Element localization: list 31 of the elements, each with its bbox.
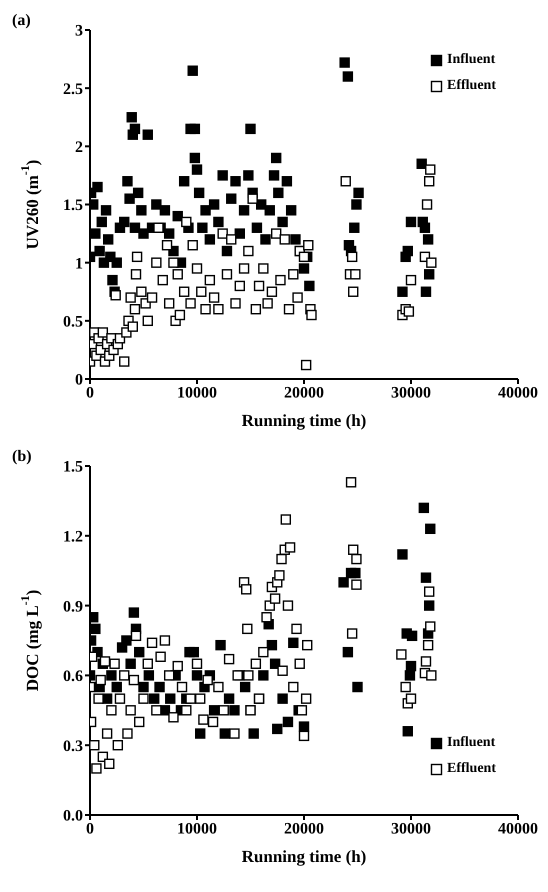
y-tick-label: 1.5 bbox=[63, 197, 83, 214]
x-tick-label: 10000 bbox=[177, 820, 217, 838]
y-tick-label: 1.5 bbox=[63, 458, 83, 476]
x-tick-label: 0 bbox=[86, 820, 94, 838]
x-tick-label: 40000 bbox=[498, 384, 538, 402]
y-tick-label: 0.9 bbox=[63, 598, 83, 616]
x-tick-label: 10000 bbox=[177, 384, 217, 402]
legend-label: Effluent bbox=[447, 78, 496, 94]
y-tick-label: 1 bbox=[75, 255, 83, 272]
x-tick-label: 30000 bbox=[391, 384, 431, 402]
y-tick-label: 3 bbox=[75, 22, 83, 40]
y-tick-label: 0.5 bbox=[63, 314, 83, 331]
y-tick-label: 0.6 bbox=[63, 668, 83, 686]
y-tick-label: 1.2 bbox=[63, 528, 83, 546]
x-axis-title: Running time (h) bbox=[242, 411, 366, 430]
y-tick-label: 0.0 bbox=[63, 808, 83, 825]
x-tick-label: 20000 bbox=[284, 820, 324, 838]
y-tick-label: 0.3 bbox=[63, 738, 83, 755]
y-tick-label: 0 bbox=[75, 372, 83, 389]
legend-label: Effluent bbox=[447, 761, 496, 777]
x-tick-label: 40000 bbox=[498, 820, 538, 838]
text: (b) bbox=[12, 448, 32, 466]
y-tick-label: 2.5 bbox=[63, 80, 83, 98]
x-tick-label: 0 bbox=[86, 384, 94, 402]
legend-label: Influent bbox=[447, 52, 496, 68]
x-tick-label: 20000 bbox=[284, 384, 324, 402]
x-axis-title: Running time (h) bbox=[242, 847, 366, 866]
legend-label: Influent bbox=[447, 735, 496, 751]
x-tick-label: 30000 bbox=[391, 820, 431, 838]
y-tick-label: 2 bbox=[75, 139, 83, 156]
text: (a) bbox=[12, 12, 31, 30]
